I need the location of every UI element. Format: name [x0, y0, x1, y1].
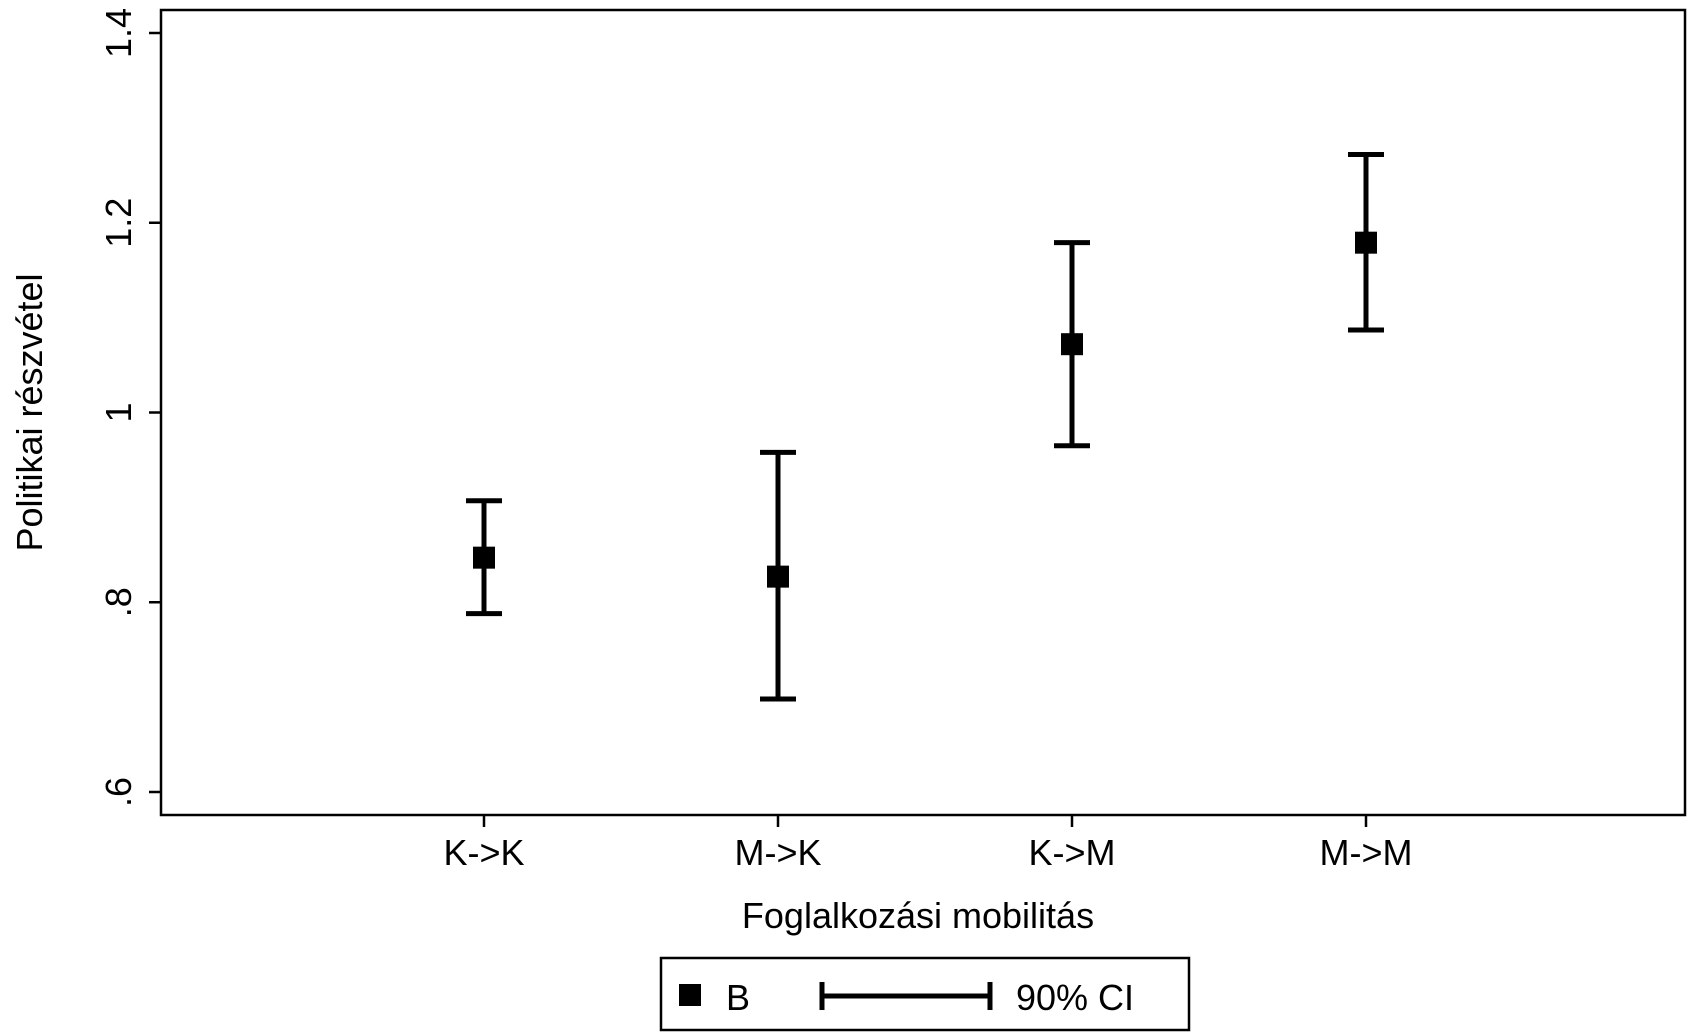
y-tick-label: .6: [98, 777, 139, 807]
legend-label-b: B: [726, 977, 750, 1018]
y-tick-label: 1.2: [98, 198, 139, 248]
legend-label-ci: 90% CI: [1016, 977, 1134, 1018]
x-tick-label: M->K: [734, 832, 821, 873]
y-tick-label: .8: [98, 587, 139, 617]
x-axis-title: Foglalkozási mobilitás: [742, 895, 1094, 936]
point-marker: [1355, 231, 1377, 254]
x-axis: K->K M->K K->M M->M: [443, 815, 1413, 873]
legend-square-marker: [679, 984, 701, 1006]
x-tick-label: M->M: [1320, 832, 1413, 873]
y-tick-label: 1.4: [98, 8, 139, 58]
legend: B 90% CI: [659, 956, 1191, 1032]
point-marker: [473, 546, 495, 569]
y-tick-label: 1: [98, 402, 139, 422]
point-marker: [1061, 333, 1083, 356]
data-marks: [466, 151, 1384, 702]
y-axis-title: Politikai részvétel: [9, 273, 50, 551]
point-marker: [767, 565, 789, 588]
x-tick-label: K->M: [1028, 832, 1115, 873]
x-tick-label: K->K: [443, 832, 524, 873]
y-axis: .6 .8 1 1.2 1.4: [98, 8, 161, 807]
